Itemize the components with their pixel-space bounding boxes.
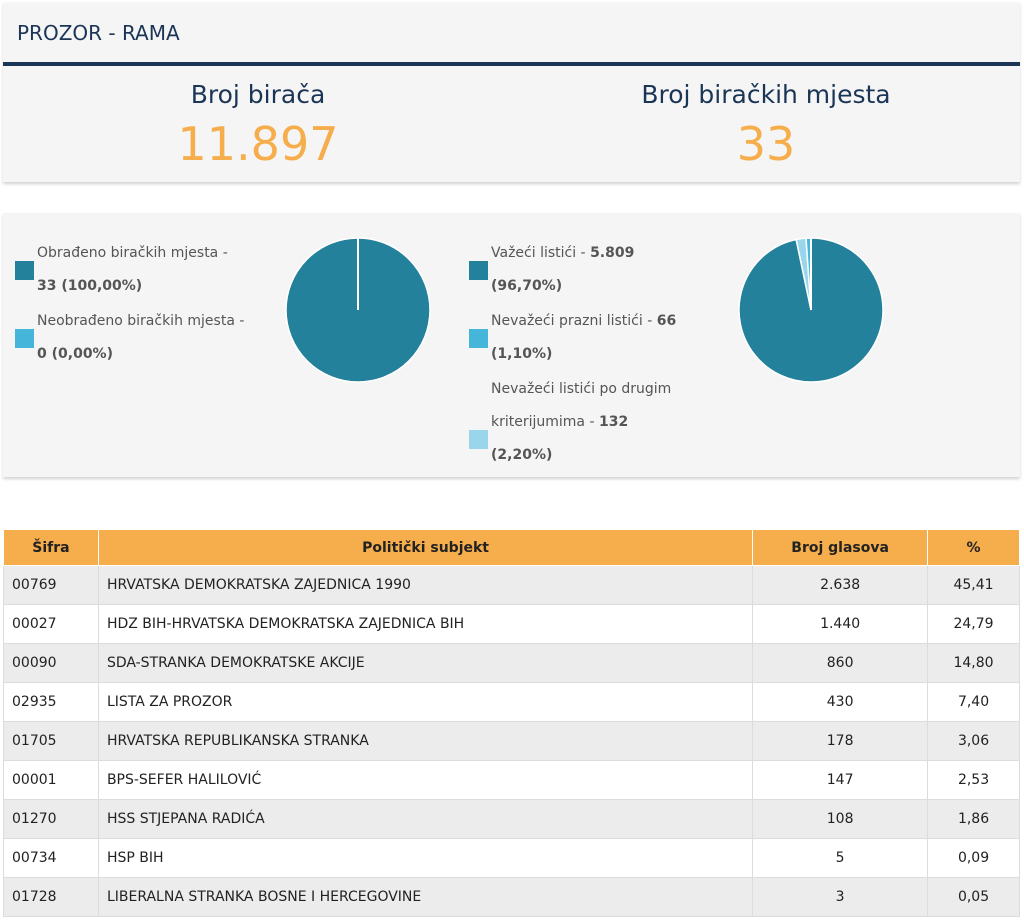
legend-pct: (2,20%) — [491, 447, 553, 463]
party-name: HSS STJEPANA RADIĆA — [97, 799, 754, 839]
legend-pct: (1,10%) — [491, 346, 553, 362]
vote-percent: 2,53 — [927, 760, 1020, 800]
party-code: 02935 — [3, 682, 99, 722]
legend-swatch — [15, 329, 34, 348]
ballots-legend: Važeći listići - 5.809 (96,70%) Nevažeći… — [469, 237, 719, 472]
table-row: 01705 HRVATSKA REPUBLIKANSKA STRANKA 178 3,… — [3, 721, 1020, 761]
legend-item-invalid-other: Nevažeći listići po drugim kriterijumima… — [469, 373, 719, 472]
vote-count: 178 — [752, 721, 929, 761]
legend-value: 33 (100,00%) — [37, 278, 143, 294]
vote-count: 5 — [752, 838, 929, 878]
party-code: 00734 — [3, 838, 99, 878]
table-row: 00734 HSP BIH 5 0,09 — [3, 838, 1020, 878]
legend-text: Važeći listići - — [491, 245, 591, 261]
legend-item-invalid-empty: Nevažeći prazni listići - 66 (1,10%) — [469, 305, 719, 371]
vote-percent: 45,41 — [927, 565, 1020, 605]
table-row: 00027 HDZ BIH-HRVATSKA DEMOKRATSKA ZAJEDN… — [3, 604, 1020, 644]
legend-text: Obrađeno biračkih mjesta - — [37, 245, 228, 261]
table-row: 00001 BPS-SEFER HALILOVIĆ 147 2,53 — [3, 760, 1020, 800]
vote-count: 430 — [752, 682, 929, 722]
vote-count: 108 — [752, 799, 929, 839]
legend-value: 5.809 — [590, 245, 635, 261]
legend-item-processed: Obrađeno biračkih mjesta - 33 (100,00%) — [15, 237, 265, 303]
legend-swatch — [469, 261, 488, 280]
legend-item-valid: Važeći listići - 5.809 (96,70%) — [469, 237, 719, 303]
party-code: 01705 — [3, 721, 99, 761]
charts-panel: Obrađeno biračkih mjesta - 33 (100,00%) … — [3, 213, 1020, 477]
column-header-party: Politički subjekt — [97, 529, 754, 566]
table-row: 00090 SDA-STRANKA DEMOKRATSKE AKCIJE 860 14… — [3, 643, 1020, 683]
table-row: 00769 HRVATSKA DEMOKRATSKA ZAJEDNICA 1990… — [3, 565, 1020, 605]
voters-stat: Broj birača 11.897 — [48, 80, 468, 171]
vote-percent: 0,09 — [927, 838, 1020, 878]
vote-percent: 0,05 — [927, 877, 1020, 917]
legend-swatch — [15, 261, 34, 280]
municipality-header: PROZOR - RAMA — [3, 3, 1020, 66]
party-name: SDA-STRANKA DEMOKRATSKE AKCIJE — [97, 643, 754, 683]
party-code: 01728 — [3, 877, 99, 917]
vote-count: 147 — [752, 760, 929, 800]
table-row: 02935 LISTA ZA PROZOR 430 7,40 — [3, 682, 1020, 722]
column-header-votes: Broj glasova — [752, 529, 929, 566]
column-header-code: Šifra — [3, 529, 99, 566]
legend-text: Nevažeći prazni listići - — [491, 313, 657, 329]
legend-value: 66 — [656, 313, 677, 329]
stats-panel: Broj birača 11.897 Broj biračkih mjesta … — [3, 66, 1020, 182]
table-row: 01728 LIBERALNA STRANKA BOSNE I HERCEGOVI… — [3, 877, 1020, 917]
party-name: HRVATSKA REPUBLIKANSKA STRANKA — [97, 721, 754, 761]
legend-text: kriterijumima - — [491, 414, 599, 430]
vote-count: 2.638 — [752, 565, 929, 605]
legend-swatch — [469, 430, 488, 449]
ballots-pie-chart — [738, 237, 884, 383]
party-name: LIBERALNA STRANKA BOSNE I HERCEGOVINE — [97, 877, 754, 917]
stations-pie-chart — [285, 237, 431, 383]
table-header-row: Šifra Politički subjekt Broj glasova % — [3, 529, 1020, 566]
party-name: BPS-SEFER HALILOVIĆ — [97, 760, 754, 800]
legend-pct: (96,70%) — [491, 278, 563, 294]
stations-value: 33 — [736, 117, 796, 171]
vote-percent: 1,86 — [927, 799, 1020, 839]
results-table: Šifra Politički subjekt Broj glasova % 0… — [3, 529, 1020, 917]
party-code: 00001 — [3, 760, 99, 800]
stations-legend: Obrađeno biračkih mjesta - 33 (100,00%) … — [15, 237, 265, 371]
party-code: 00090 — [3, 643, 99, 683]
vote-percent: 7,40 — [927, 682, 1020, 722]
vote-count: 860 — [752, 643, 929, 683]
vote-percent: 24,79 — [927, 604, 1020, 644]
party-name: HDZ BIH-HRVATSKA DEMOKRATSKA ZAJEDNICA B… — [97, 604, 754, 644]
party-code: 00769 — [3, 565, 99, 605]
stations-stat: Broj biračkih mjesta 33 — [556, 80, 976, 171]
table-row: 01270 HSS STJEPANA RADIĆA 108 1,86 — [3, 799, 1020, 839]
legend-text: Nevažeći listići po drugim — [491, 381, 672, 397]
party-name: HSP BIH — [97, 838, 754, 878]
municipality-title: PROZOR - RAMA — [17, 21, 180, 45]
legend-value: 132 — [598, 414, 629, 430]
voters-label: Broj birača — [190, 80, 326, 109]
column-header-percent: % — [927, 529, 1020, 566]
party-name: LISTA ZA PROZOR — [97, 682, 754, 722]
stations-label: Broj biračkih mjesta — [641, 80, 891, 109]
legend-item-unprocessed: Neobrađeno biračkih mjesta - 0 (0,00%) — [15, 305, 265, 371]
party-code: 00027 — [3, 604, 99, 644]
legend-swatch — [469, 329, 488, 348]
vote-percent: 3,06 — [927, 721, 1020, 761]
legend-value: 0 (0,00%) — [37, 346, 113, 362]
legend-text: Neobrađeno biračkih mjesta - — [37, 313, 245, 329]
vote-percent: 14,80 — [927, 643, 1020, 683]
vote-count: 1.440 — [752, 604, 929, 644]
vote-count: 3 — [752, 877, 929, 917]
party-code: 01270 — [3, 799, 99, 839]
voters-value: 11.897 — [177, 117, 339, 171]
party-name: HRVATSKA DEMOKRATSKA ZAJEDNICA 1990 — [97, 565, 754, 605]
